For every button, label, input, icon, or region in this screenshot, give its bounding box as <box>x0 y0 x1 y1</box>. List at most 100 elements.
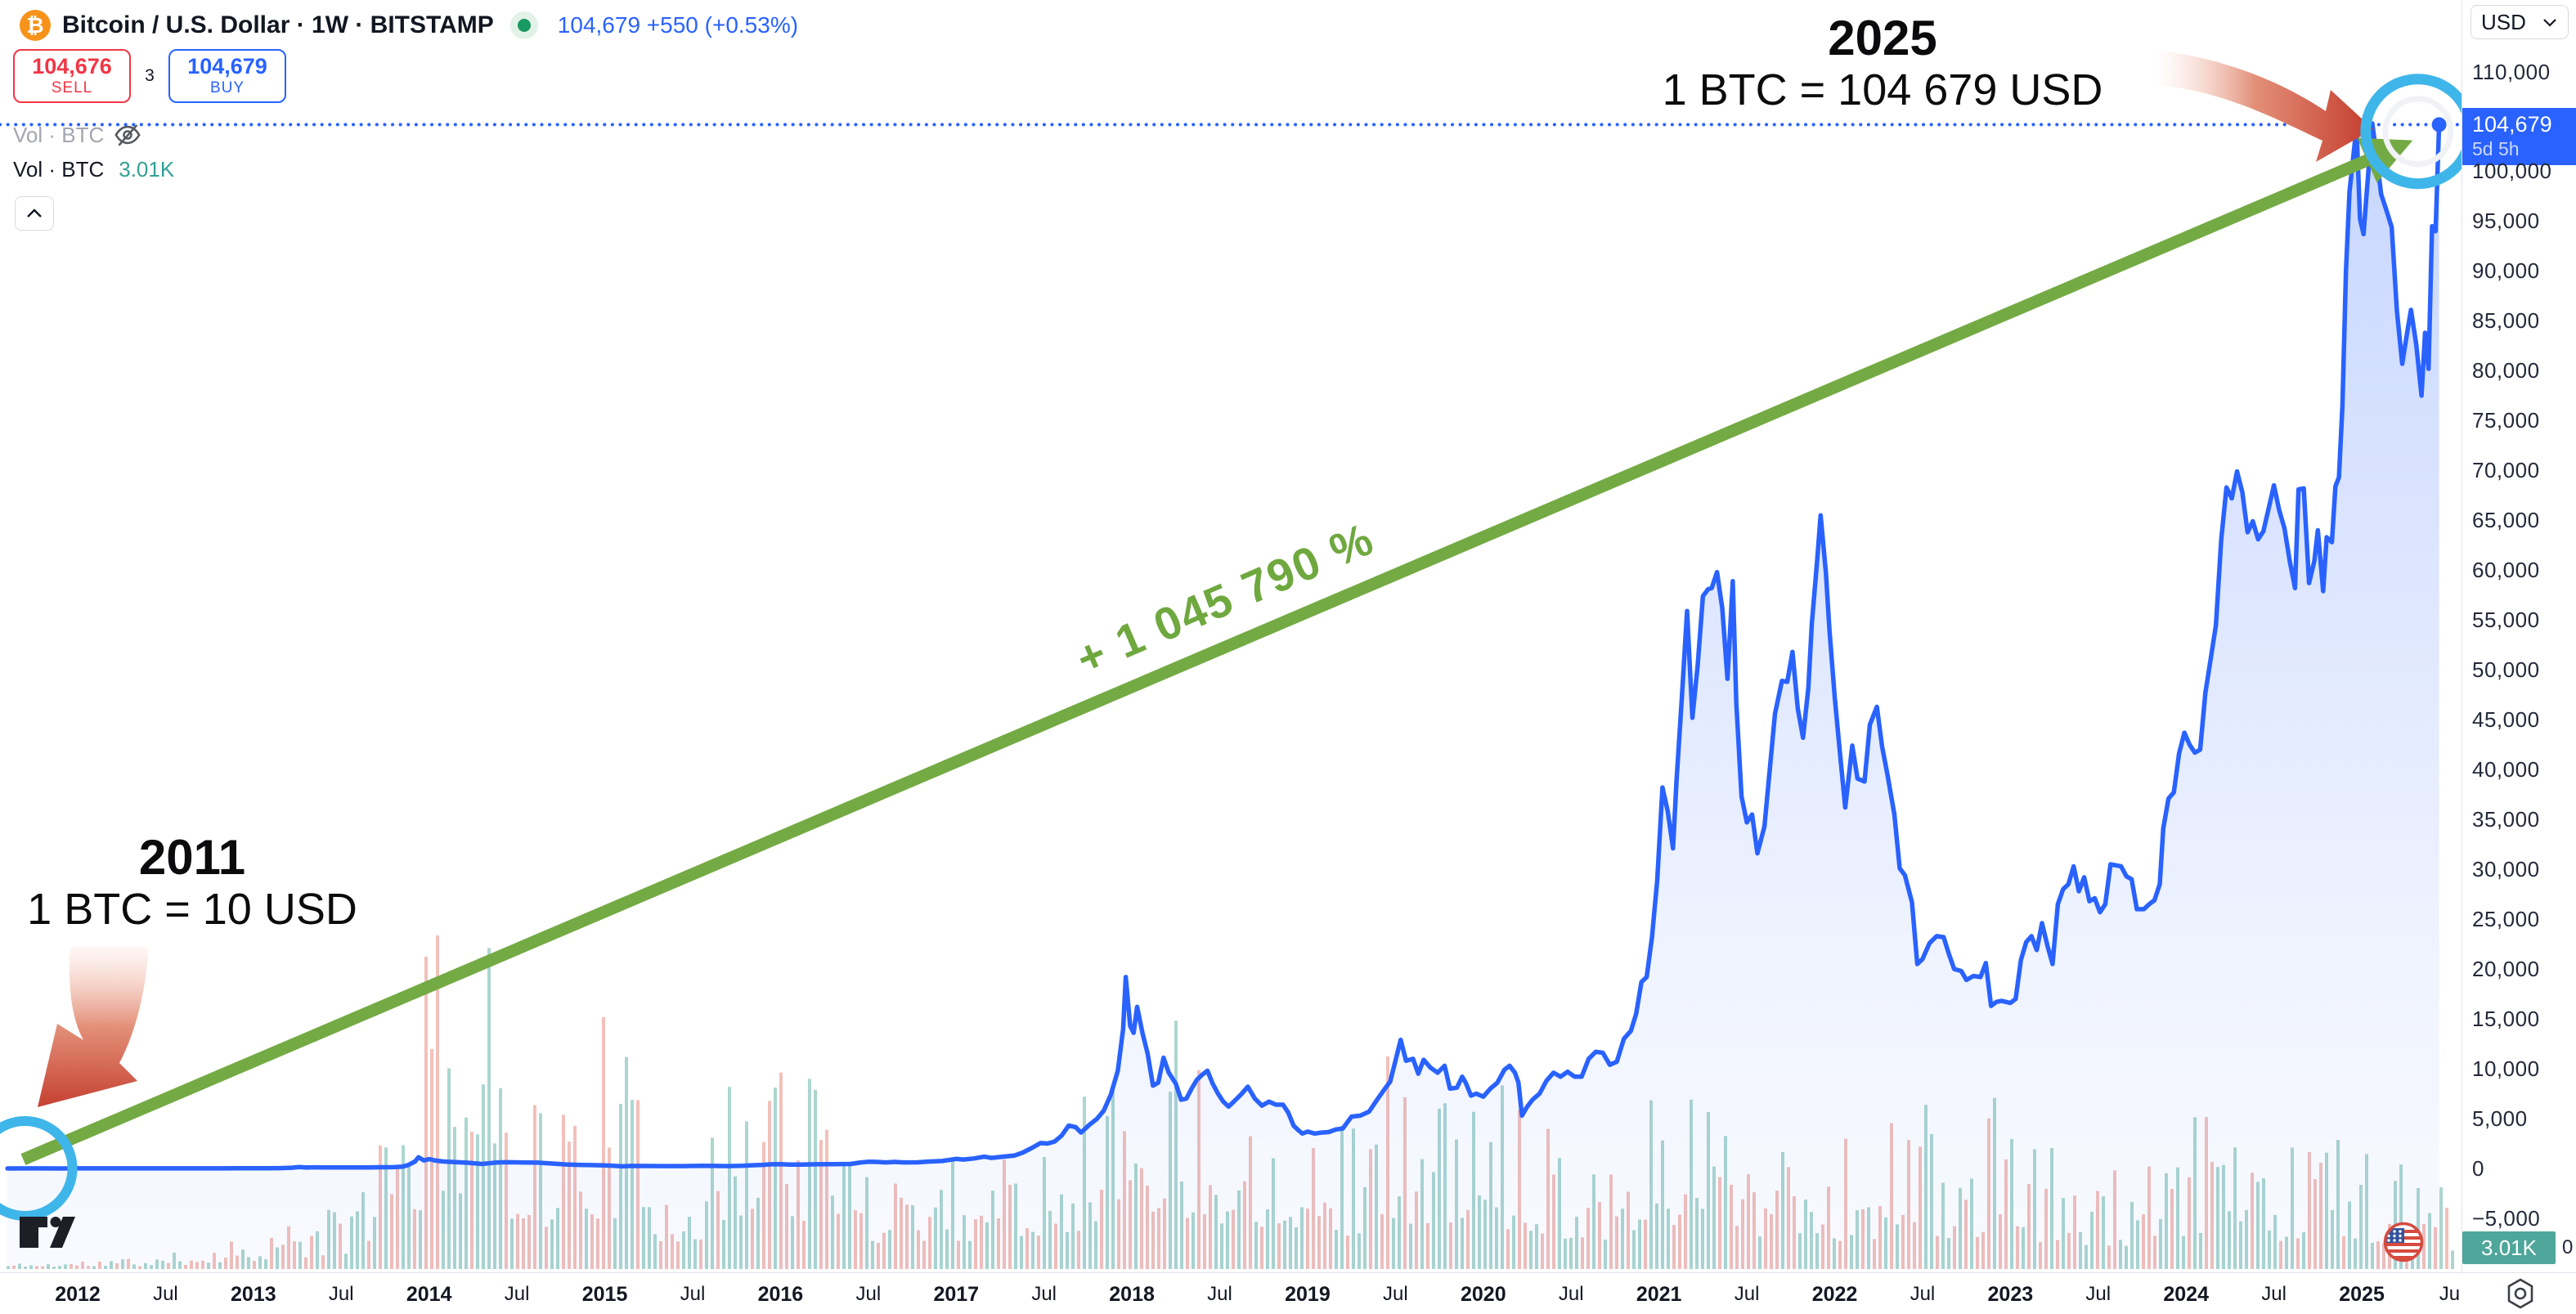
time-scale-label: Jul <box>2261 1283 2287 1305</box>
price-scale-label: 70,000 <box>2472 458 2540 483</box>
time-scale[interactable]: 2012 Jul 2013 Jul 2014 Jul 2015 Jul 2016 Jul 2017 J… <box>0 1272 2576 1314</box>
time-scale-label: 2014 <box>406 1283 452 1306</box>
currency-dropdown[interactable]: USD <box>2471 5 2569 39</box>
annotation-2011-year: 2011 <box>138 830 246 885</box>
time-scale-label: Jul <box>153 1283 178 1305</box>
price-scale[interactable]: USD 104,679 5d 5h 3.01K 0 110,000 100,000… <box>2462 0 2576 1272</box>
price-scale-label: 20,000 <box>2472 957 2540 982</box>
time-scale-label: Jul <box>1558 1283 1584 1305</box>
annotation-2025-price: 1 BTC = 104 679 USD <box>1662 65 2103 114</box>
hidden-indicator-label: Vol · BTC <box>13 122 105 147</box>
chevron-up-icon <box>27 209 42 218</box>
indicator-row-volume[interactable]: Vol · BTC 3.01K <box>13 157 174 182</box>
collapse-panel-button[interactable] <box>15 196 54 231</box>
time-scale-label: 2022 <box>1811 1283 1858 1306</box>
time-scale-label: 2016 <box>757 1283 804 1306</box>
price-scale-label: 110,000 <box>2472 59 2551 84</box>
time-scale-label: Jul <box>1207 1283 1232 1305</box>
time-scale-label: Jul <box>2085 1283 2112 1305</box>
time-scale-label: Jul <box>855 1283 882 1305</box>
price-scale-label: −5,000 <box>2472 1205 2541 1231</box>
chevron-down-icon <box>2543 18 2556 27</box>
volume-bar <box>487 948 491 1269</box>
eye-off-icon[interactable] <box>114 121 141 149</box>
price-scale-label: 85,000 <box>2472 308 2540 334</box>
volume-bar <box>424 957 428 1269</box>
annotation-2025-year: 2025 <box>1828 11 1937 65</box>
last-price-dot <box>2431 117 2447 132</box>
time-scale-label: Jul <box>1031 1283 1057 1305</box>
price-scale-label: 90,000 <box>2472 258 2540 284</box>
time-scale-label: Jul <box>504 1283 530 1305</box>
price-scale-label: 15,000 <box>2472 1007 2540 1032</box>
volume-bar <box>2445 1208 2448 1269</box>
annotation-2025[interactable]: 2025 1 BTC = 104 679 USD <box>1637 11 2128 115</box>
trend-line[interactable] <box>20 155 2370 1165</box>
spread-value: 3 <box>145 66 155 85</box>
volume-bar <box>602 1017 605 1269</box>
volume-zero-label: 0 <box>2562 1236 2574 1258</box>
time-scale-label: Jul <box>1910 1283 1936 1305</box>
buy-price: 104,679 <box>187 54 267 78</box>
market-status-icon[interactable] <box>509 11 538 39</box>
sell-label: SELL <box>51 79 93 96</box>
time-scale-label: 2018 <box>1109 1283 1155 1306</box>
price-scale-label: 95,000 <box>2472 209 2540 234</box>
bar-countdown: 5d 5h <box>2472 138 2520 159</box>
volume-bar <box>2451 1250 2454 1269</box>
time-scale-label: 2015 <box>581 1283 628 1306</box>
price-scale-label: 0 <box>2472 1156 2484 1181</box>
price-scale-label: 75,000 <box>2472 408 2540 433</box>
buy-label: BUY <box>209 79 245 96</box>
scale-settings-gear-icon[interactable] <box>2502 1276 2538 1312</box>
price-scale-label: 55,000 <box>2472 608 2540 633</box>
price-area-fill <box>7 123 2439 1269</box>
annotation-2011-price: 1 BTC = 10 USD <box>27 885 357 934</box>
annotation-2011[interactable]: 2011 1 BTC = 10 USD <box>0 830 384 935</box>
time-scale-label: 2021 <box>1636 1283 1682 1306</box>
volume-bar <box>436 935 439 1269</box>
end-circle-marker[interactable] <box>2360 74 2476 190</box>
time-scale-label: 2019 <box>1285 1283 1331 1306</box>
time-scale-label: 2013 <box>231 1283 276 1306</box>
time-scale-label: 2024 <box>2163 1283 2209 1306</box>
quote-line: 104,679 +550 (+0.53%) <box>558 12 798 38</box>
volume-bar <box>625 1056 628 1269</box>
time-scale-label: Ju <box>2439 1283 2461 1305</box>
last-price-badge: 104,679 5d 5h <box>2462 108 2576 165</box>
time-scale-label: Jul <box>1734 1283 1760 1305</box>
tradingview-logo[interactable] <box>18 1215 79 1249</box>
price-scale-label: 10,000 <box>2472 1056 2540 1082</box>
price-scale-label: 80,000 <box>2472 358 2540 383</box>
time-scale-label: 2017 <box>933 1283 980 1306</box>
symbol-title[interactable]: Bitcoin / U.S. Dollar · 1W · BITSTAMP <box>62 11 494 38</box>
sell-button[interactable]: 104,676 SELL <box>13 49 131 103</box>
last-price-badge-value: 104,679 <box>2472 112 2552 137</box>
indicator-row-hidden[interactable]: Vol · BTC <box>13 121 141 149</box>
last-price: 104,679 <box>557 12 641 38</box>
sell-price: 104,676 <box>32 54 112 78</box>
red-arrow-bottom-left[interactable] <box>38 947 149 1107</box>
price-scale-label: 30,000 <box>2472 857 2540 882</box>
price-scale-label: 25,000 <box>2472 907 2540 932</box>
volume-bar <box>2439 1187 2443 1269</box>
time-scale-label: Jul <box>1383 1283 1408 1305</box>
buy-button[interactable]: 104,679 BUY <box>168 49 286 103</box>
price-scale-label: 5,000 <box>2472 1106 2528 1132</box>
price-scale-label: 60,000 <box>2472 558 2540 583</box>
time-scale-label: 2020 <box>1460 1283 1506 1306</box>
start-circle-marker[interactable] <box>0 1116 78 1221</box>
price-change-pct: (+0.53%) <box>704 12 799 38</box>
symbol-header: ₿ Bitcoin / U.S. Dollar · 1W · BITSTAMP … <box>20 10 798 41</box>
watermark-ring <box>2382 96 2454 168</box>
price-scale-label: 50,000 <box>2472 657 2540 683</box>
price-scale-label: 35,000 <box>2472 807 2540 832</box>
time-scale-label: Jul <box>680 1283 706 1305</box>
time-scale-label: Jul <box>328 1283 354 1305</box>
price-change: +550 <box>646 12 698 38</box>
volume-indicator-label: Vol · BTC <box>13 157 105 182</box>
order-panel: 104,676 SELL 3 104,679 BUY <box>13 49 286 103</box>
red-arrow-top-right[interactable] <box>2159 51 2373 162</box>
